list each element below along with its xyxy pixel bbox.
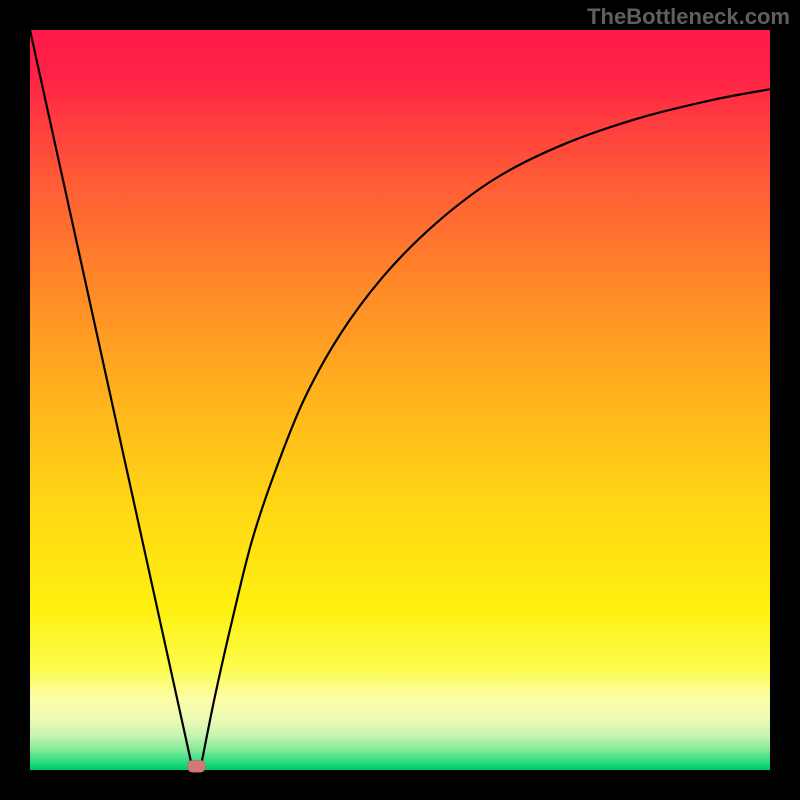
optimum-marker — [188, 760, 206, 772]
chart-svg — [0, 0, 800, 800]
gradient-background — [30, 30, 770, 770]
chart-frame: TheBottleneck.com — [0, 0, 800, 800]
watermark-text: TheBottleneck.com — [587, 4, 790, 30]
